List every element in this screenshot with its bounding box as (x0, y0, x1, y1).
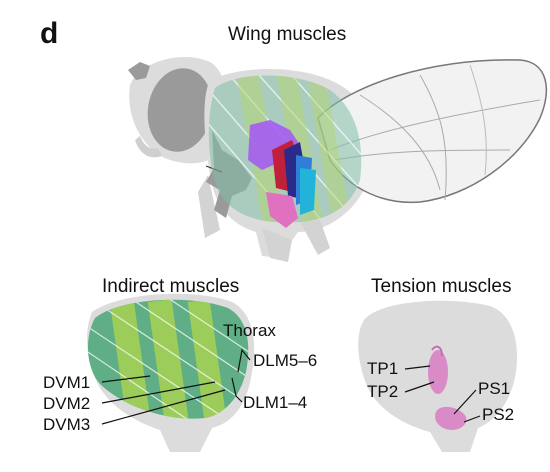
tp-muscle (428, 350, 448, 394)
tension-muscles-title: Tension muscles (371, 276, 511, 297)
ps2-label: PS2 (482, 405, 514, 424)
tension-leader-lines (404, 365, 481, 423)
indirect-leader-lines (101, 348, 251, 425)
pink-muscle (266, 192, 298, 228)
tp1-label: TP1 (367, 359, 398, 378)
panel-label: d (40, 17, 58, 50)
dvm3-label: DVM3 (43, 415, 90, 434)
dvm2-label: DVM2 (43, 394, 90, 413)
wing-muscles-title: Wing muscles (228, 24, 346, 45)
wing (317, 59, 548, 204)
dlm56-label: DLM5–6 (253, 351, 317, 370)
indirect-muscles-title: Indirect muscles (102, 276, 239, 297)
tension-muscles-diagram (358, 300, 517, 452)
thorax-label: Thorax (223, 321, 276, 340)
fly-illustration (128, 56, 548, 262)
cyan-muscle (300, 168, 316, 215)
ps1-label: PS1 (478, 379, 510, 398)
compound-eye (147, 68, 213, 152)
ps-muscle (435, 406, 467, 430)
tp2-label: TP2 (367, 382, 398, 401)
dlm14-label: DLM1–4 (243, 393, 307, 412)
indirect-muscles-diagram (87, 293, 255, 452)
dvm1-label: DVM1 (43, 373, 90, 392)
